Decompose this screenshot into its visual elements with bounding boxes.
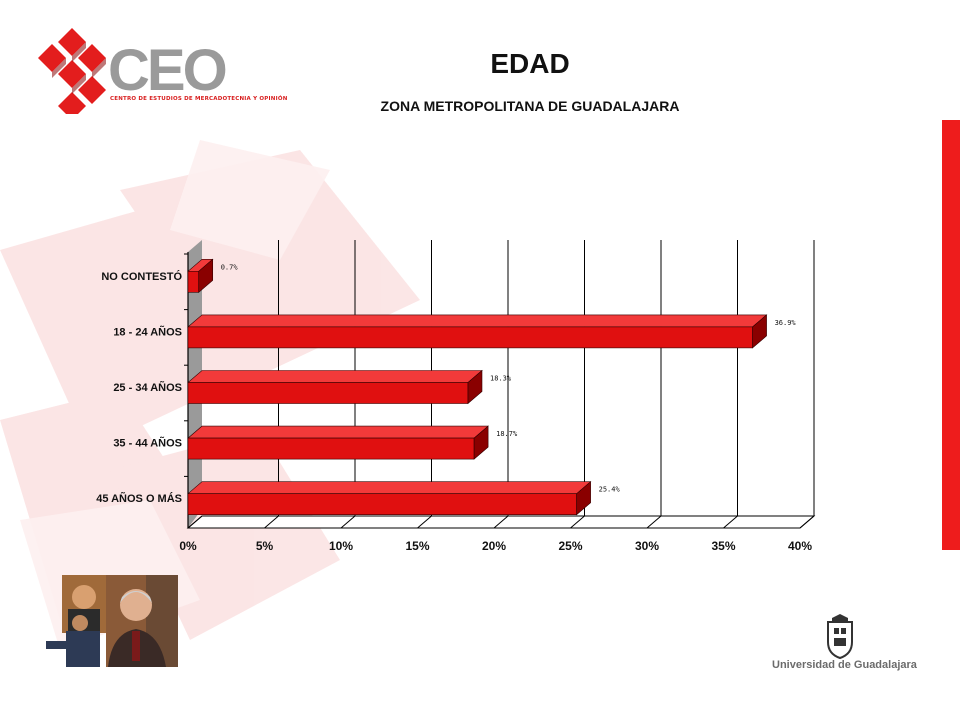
y-category-label: 25 - 34 AÑOS [113,381,182,394]
bar-top [187,370,483,383]
x-tick-label: 10% [329,539,353,553]
floor-gridline [493,515,509,529]
floor-gridline [187,515,203,529]
data-label: 36.9% [775,319,797,327]
y-category-label: 35 - 44 AÑOS [113,437,182,450]
bar-top [187,314,768,328]
x-tick-label: 30% [635,539,659,553]
x-tick-label: 40% [788,539,812,553]
floor-gridline [340,515,356,529]
bar [187,437,475,460]
ceo-logo-wordmark: CEO [108,38,226,103]
bar-side [198,258,214,293]
x-tick-label: 20% [482,539,506,553]
x-tick-label: 5% [256,539,274,553]
y-category-label: 18 - 24 AÑOS [113,325,182,338]
floor-gridline [646,515,662,529]
page-title: EDAD [490,48,570,79]
data-label: 25.4% [599,486,621,494]
y-category-label: 45 AÑOS O MÁS [96,492,182,505]
floor-gridline [570,515,585,529]
bar-side [752,314,767,349]
bar-side [576,481,591,516]
udg-label: Universidad de Guadalajara [772,659,917,671]
bar [187,493,577,516]
data-label: 0.7% [221,263,239,271]
x-tick-label: 15% [405,539,429,553]
bar [187,326,753,349]
bar-top [187,425,489,439]
x-tick-label: 25% [558,539,582,553]
logo-tagline: CENTRO DE ESTUDIOS DE MERCADOTECNIA Y OP… [110,96,288,102]
bar-top [187,481,592,495]
side-accent-bar [942,120,960,550]
page-subtitle: ZONA METROPOLITANA DE GUADALAJARA [380,98,680,114]
floor-gridline [799,515,815,529]
x-tick-label: 0% [179,539,197,553]
data-label: 18.7% [496,430,518,438]
bar-side [467,369,483,405]
udg-seal-icon [827,614,853,660]
floor-gridline [264,515,279,529]
bar-side [473,425,489,460]
y-category-label: NO CONTESTÓ [101,270,182,283]
ceo-logo: CEO [38,28,229,114]
data-label: 18.3% [490,375,512,383]
bar [187,382,469,404]
floor-gridline [417,515,432,529]
x-tick-label: 35% [711,539,735,553]
floor-gridline [723,515,738,529]
bar [187,270,200,293]
people-photo-collage [46,575,178,667]
